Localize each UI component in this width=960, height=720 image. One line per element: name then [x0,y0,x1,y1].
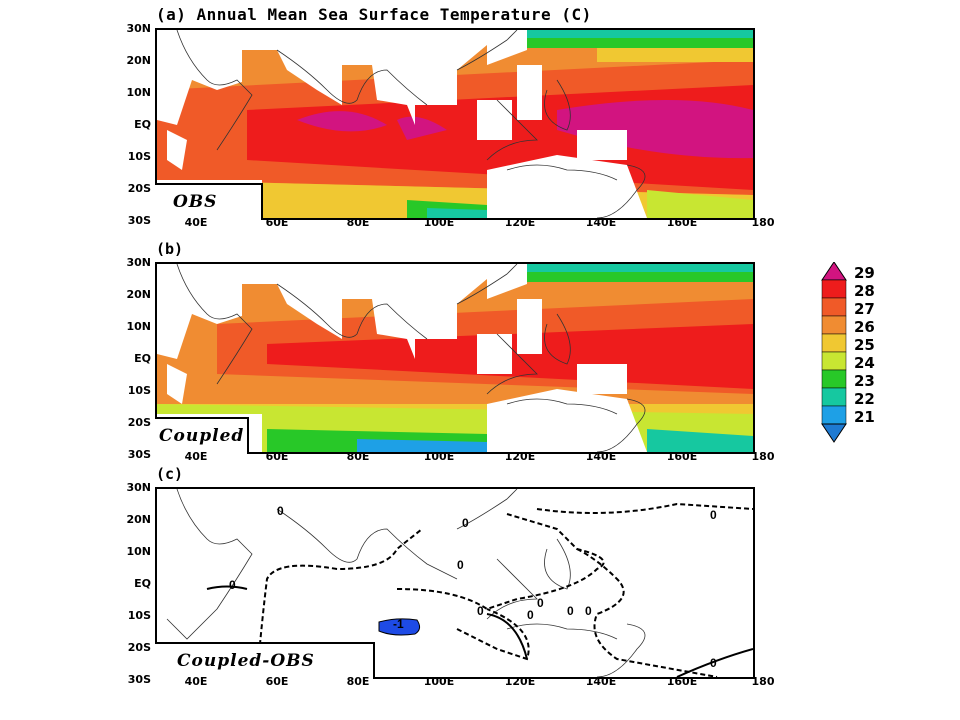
colorbar-label: 24 [854,354,875,372]
lon-tick-label: 60E [265,675,289,688]
lat-tick-label: EQ [134,577,151,590]
lat-tick-label: EQ [134,118,151,131]
colorbar-swatch [821,369,847,389]
lon-tick-label: 140E [585,675,617,688]
panel-b-coupled-map [155,262,755,454]
colorbar-swatch [821,351,847,371]
lon-tick-label: 100E [423,216,455,229]
lat-tick-label: 10S [127,384,151,397]
lat-tick-label: EQ [134,352,151,365]
contour-label: -1 [393,617,404,631]
lat-tick-label: 20S [127,182,151,195]
colorbar-swatch [821,333,847,353]
lat-tick-label: 10N [126,320,151,333]
colorbar-swatch [821,279,847,299]
colorbar-triangle-top [821,262,847,281]
lat-tick-label: 30S [127,673,151,686]
lon-tick-label: 160E [666,675,698,688]
lon-tick-label: 100E [423,675,455,688]
lat-tick-label: 20S [127,416,151,429]
panel-a-tag: OBS [155,183,263,220]
colorbar-label: 26 [854,318,875,336]
lon-tick-label: 80E [346,216,370,229]
contour-label: 0 [527,608,534,622]
lon-tick-label: 60E [265,450,289,463]
lon-tick-label: 160E [666,450,698,463]
colorbar-swatch [821,405,847,425]
lon-tick-label: 100E [423,450,455,463]
lat-tick-label: 20N [126,513,151,526]
lon-tick-label: 60E [265,216,289,229]
contour-label: 0 [567,604,574,618]
panel-b-tag: Coupled [155,417,249,454]
lon-tick-label: 180 [751,675,775,688]
colorbar-swatch [821,387,847,407]
contour-label: 0 [229,578,236,592]
contour-label: 0 [585,604,592,618]
colorbar-label: 25 [854,336,875,354]
lon-tick-label: 40E [184,450,208,463]
lon-tick-label: 140E [585,216,617,229]
lon-tick-label: 160E [666,216,698,229]
lon-tick-label: 120E [504,216,536,229]
lat-tick-label: 10N [126,545,151,558]
lat-tick-label: 30N [126,22,151,35]
colorbar-triangle-bottom [821,423,847,443]
colorbar-label: 21 [854,408,875,426]
difference-contours: 0 0 0 0 0 0 0 0 0 0 -1 0 [166,489,753,677]
colorbar-swatch [821,297,847,317]
panel-c-tag: Coupled-OBS [155,642,375,679]
lat-tick-label: 10S [127,609,151,622]
lat-tick-label: 10S [127,150,151,163]
colorbar: 29 28 27 26 25 24 23 22 21 [820,262,950,452]
contour-label: 0 [537,596,544,610]
lon-tick-label: 180 [751,450,775,463]
lat-tick-label: 30S [127,214,151,227]
panel-b-label: (b) [156,240,184,258]
contour-label: 0 [462,516,469,530]
contour-label: 0 [477,604,484,618]
contour-label: 0 [710,508,717,522]
lon-tick-label: 80E [346,675,370,688]
lon-tick-label: 120E [504,450,536,463]
lon-tick-label: 80E [346,450,370,463]
lat-tick-label: 30N [126,481,151,494]
lon-tick-label: 40E [184,216,208,229]
colorbar-label: 23 [854,372,875,390]
colorbar-label: 29 [854,264,875,282]
lat-tick-label: 30N [126,256,151,269]
lon-tick-label: 40E [184,675,208,688]
colorbar-swatches [821,262,847,443]
colorbar-label: 28 [854,282,875,300]
colorbar-label: 27 [854,300,875,318]
lat-tick-label: 20S [127,641,151,654]
panel-c-label: (c) [156,465,184,483]
lon-tick-label: 140E [585,450,617,463]
coupled-sst-field [157,264,753,452]
colorbar-swatch [821,315,847,335]
lat-tick-label: 30S [127,448,151,461]
figure-title: (a) Annual Mean Sea Surface Temperature … [156,5,592,24]
contour-label: 0 [277,504,284,518]
contour-label: 0 [710,656,717,670]
lat-tick-label: 10N [126,86,151,99]
lat-tick-label: 20N [126,288,151,301]
lat-tick-label: 20N [126,54,151,67]
lon-tick-label: 180 [751,216,775,229]
colorbar-label: 22 [854,390,875,408]
contour-label: 0 [457,558,464,572]
lon-tick-label: 120E [504,675,536,688]
